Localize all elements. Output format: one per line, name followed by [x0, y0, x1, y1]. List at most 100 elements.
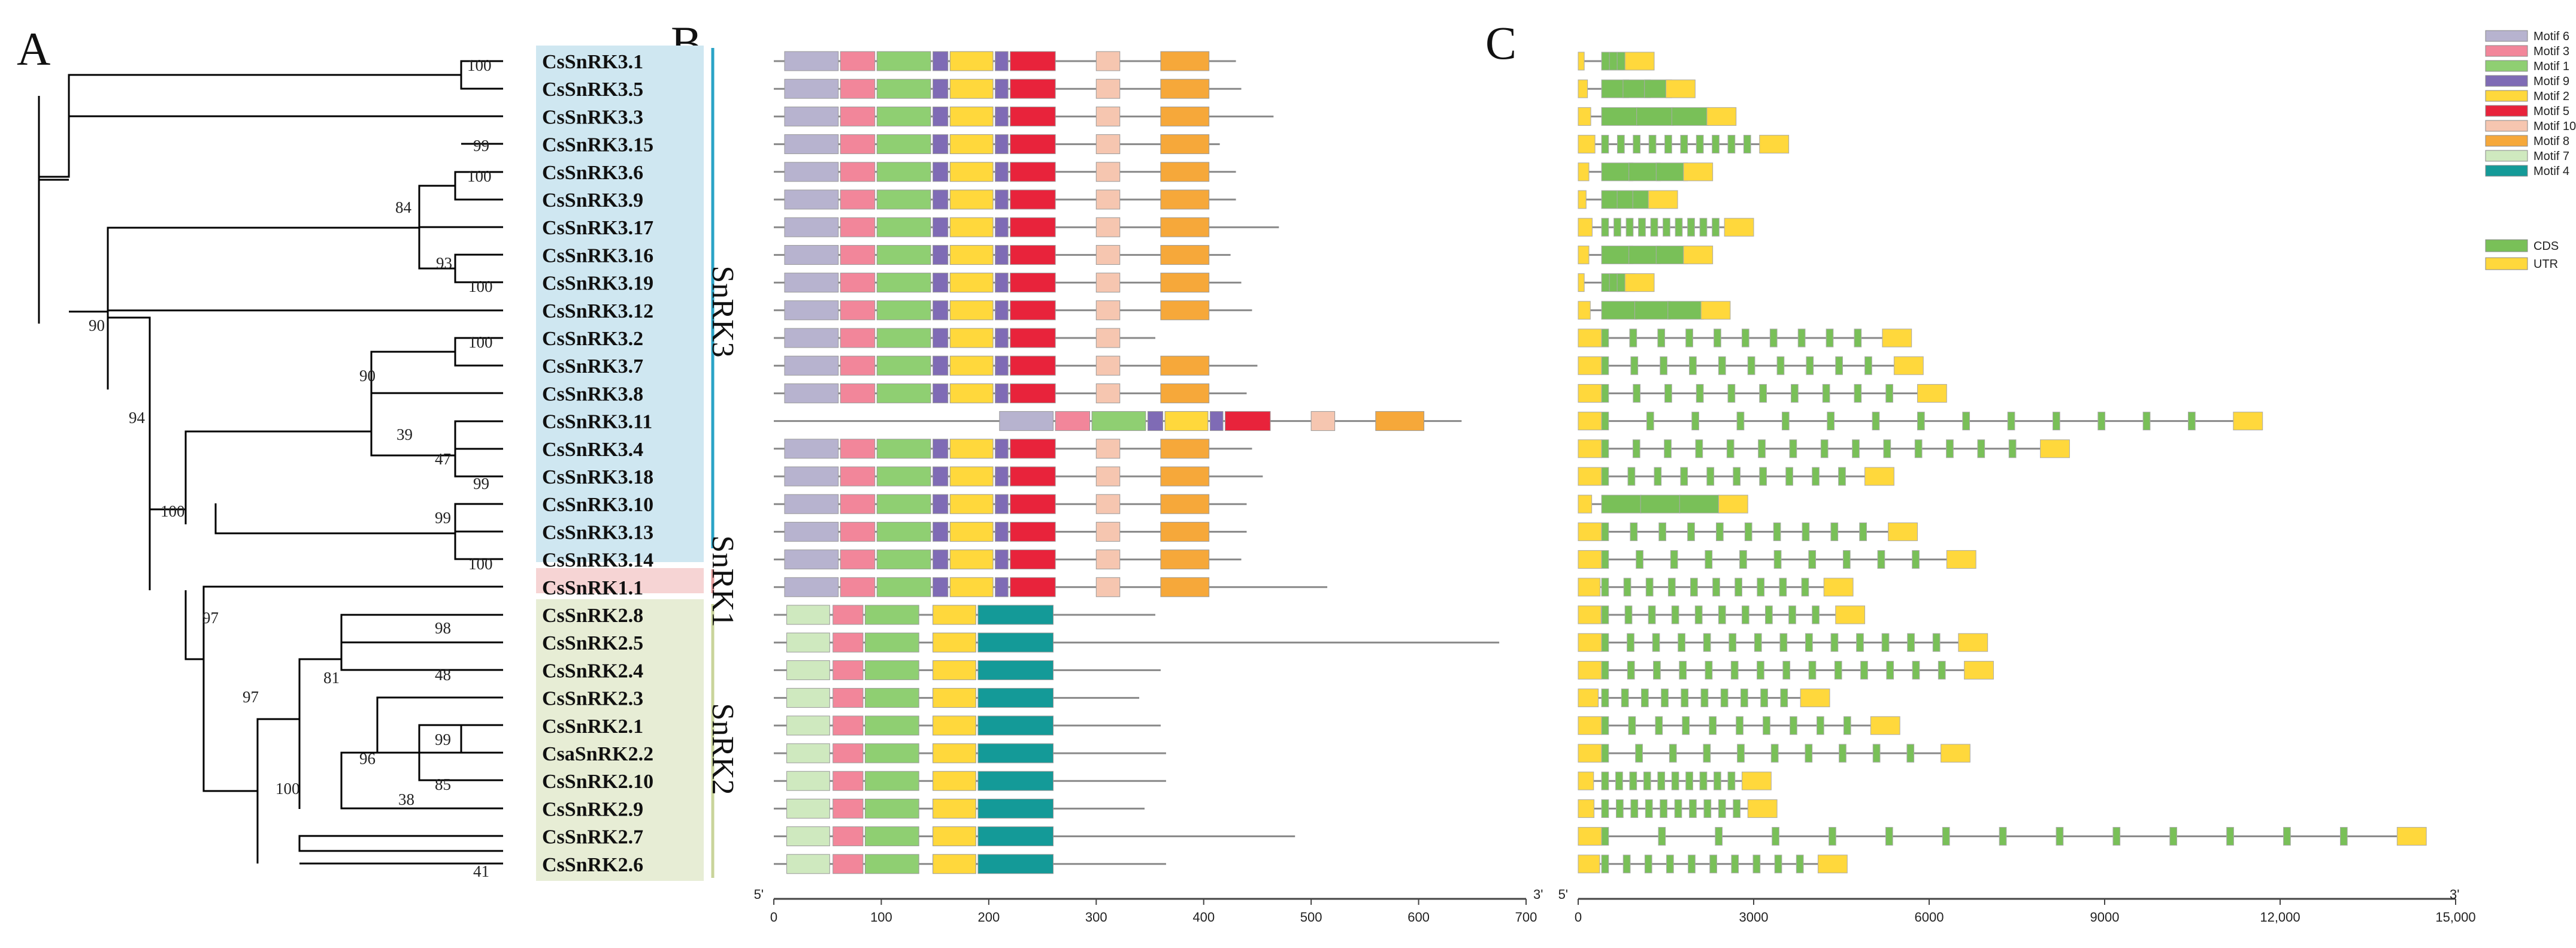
motif-box — [949, 244, 994, 265]
bootstrap-value: 41 — [473, 862, 489, 880]
axis-tick-label: 400 — [1192, 910, 1215, 925]
motif-box — [949, 162, 994, 182]
cds-block — [1648, 135, 1657, 154]
motif-box — [876, 466, 931, 487]
utr-block — [1800, 689, 1830, 708]
motif-box — [995, 466, 1009, 487]
cds-block — [1654, 467, 1662, 486]
cds-block — [1785, 467, 1793, 486]
motif-box — [1225, 411, 1271, 431]
snrk3-label: SnRK3 — [706, 265, 740, 357]
cds-block — [1670, 550, 1678, 569]
cds-block — [1601, 412, 1609, 431]
utr-block — [1958, 633, 1988, 652]
cds-block — [2007, 412, 2015, 431]
motif-box — [933, 134, 949, 155]
cds-block — [1780, 689, 1788, 708]
cds-block — [1667, 578, 1676, 597]
motif-box — [1095, 439, 1121, 459]
cds-block — [1706, 467, 1715, 486]
axis-tick-label: 15,000 — [2435, 910, 2475, 925]
motif-box — [933, 771, 976, 791]
motif-axis: 5' 3' 0 100 200 300 400 500 600 700 — [754, 887, 1543, 925]
gene-label: CsSnRK3.11 — [542, 411, 652, 433]
motif-panel — [774, 51, 1500, 874]
cds-block — [1627, 633, 1634, 652]
cds-block — [1872, 744, 1881, 763]
utr-block — [1817, 855, 1848, 874]
motif-box — [1010, 244, 1056, 265]
motif-box — [933, 550, 949, 570]
cds-block — [1942, 827, 1950, 846]
cds-block — [1859, 522, 1867, 541]
gene-label: CsSnRK3.17 — [542, 217, 653, 239]
gene-label: CsSnRK2.7 — [542, 826, 643, 849]
cds-block — [1630, 356, 1639, 375]
cds-block — [2112, 827, 2121, 846]
motif-box — [949, 51, 994, 71]
cds-block — [1830, 522, 1839, 541]
cds-block — [1671, 605, 1679, 624]
gene-label: CsSnRK3.7 — [542, 355, 643, 378]
motif-box — [784, 79, 839, 99]
motif-box — [840, 79, 876, 99]
cds-block — [1881, 633, 1890, 652]
motif-box — [995, 494, 1009, 514]
motif-box — [933, 106, 949, 126]
motif-box — [784, 383, 839, 403]
cds-block — [1830, 633, 1839, 652]
cds-block — [1838, 467, 1846, 486]
utr-block — [1741, 771, 1772, 790]
motif-box — [784, 217, 839, 237]
cds-block — [1735, 578, 1742, 597]
bootstrap-value: 39 — [396, 425, 413, 443]
cds-block — [1634, 301, 1671, 320]
motif-box — [840, 577, 876, 597]
cds-block — [1714, 771, 1721, 790]
cds-block — [1630, 522, 1638, 541]
motif-box — [977, 826, 1054, 847]
gene-label: CsSnRK3.14 — [542, 550, 653, 572]
cds-block — [1760, 689, 1768, 708]
motif-box — [1095, 244, 1121, 265]
cds-block — [1601, 550, 1609, 569]
cds-block — [2226, 827, 2234, 846]
cds-block — [1691, 412, 1699, 431]
motif-box — [840, 550, 876, 570]
cds-block — [1700, 689, 1709, 708]
cds-block — [1727, 771, 1736, 790]
motif-box — [977, 660, 1054, 680]
cds-block — [1690, 578, 1698, 597]
cds-block — [1627, 660, 1635, 680]
utr-block — [1578, 384, 1602, 403]
cds-block — [1729, 633, 1737, 652]
cds-block — [1741, 328, 1749, 348]
motif-box — [933, 466, 949, 487]
motif-box — [876, 134, 931, 155]
motif-box — [865, 605, 919, 625]
motif-box — [784, 189, 839, 210]
motif-box — [949, 134, 994, 155]
motif-box — [1010, 355, 1056, 376]
legend-swatch — [2485, 30, 2528, 42]
motif-box — [840, 521, 876, 542]
motif-box — [840, 106, 876, 126]
cds-block — [1782, 660, 1791, 680]
gene-label: CsSnRK3.8 — [542, 383, 643, 405]
axis-tick-label: 6000 — [1915, 910, 1944, 925]
legend-swatch — [2485, 135, 2528, 147]
cds-block — [1805, 633, 1813, 652]
motif-box — [833, 660, 864, 680]
cds-block — [1617, 135, 1625, 154]
motif-box — [865, 660, 919, 680]
legend-swatch — [2485, 150, 2528, 162]
motif-box — [840, 300, 876, 321]
cds-block — [1712, 578, 1720, 597]
cds-block — [1977, 439, 1985, 458]
cds-block — [1801, 578, 1809, 597]
utr-block — [1870, 716, 1900, 735]
cds-block — [1671, 107, 1709, 126]
utr-block — [1624, 52, 1655, 71]
utr-block — [1718, 494, 1748, 514]
cds-block — [1655, 245, 1688, 264]
